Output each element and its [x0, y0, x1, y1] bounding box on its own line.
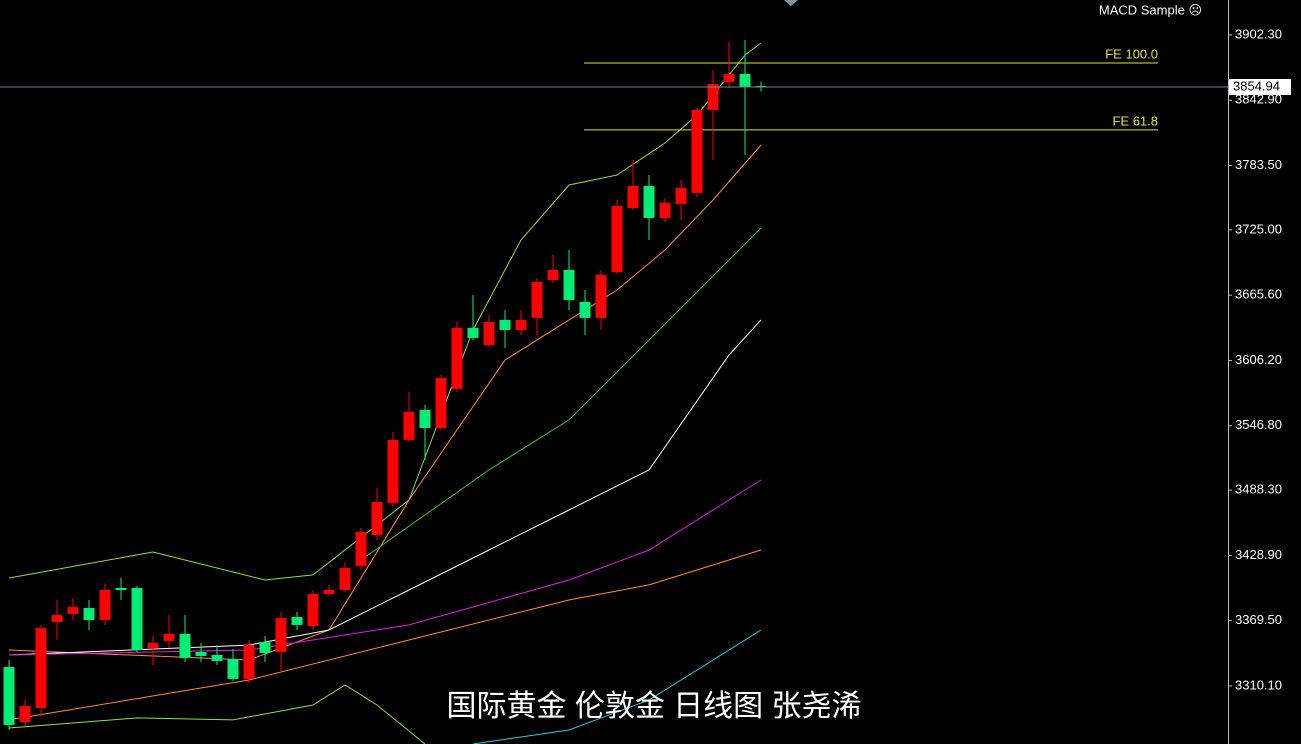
indicator-line	[472, 629, 762, 744]
candle-body	[307, 593, 319, 626]
candle-body	[243, 645, 255, 679]
candle-body	[115, 588, 127, 590]
candle-body	[611, 206, 623, 272]
y-tick-label: 3546.80	[1235, 417, 1282, 432]
candle-body	[563, 269, 575, 300]
candle-body	[515, 319, 527, 331]
candle-body	[291, 617, 303, 625]
candle-body	[339, 568, 351, 590]
candle-body	[595, 274, 607, 318]
candle-body	[739, 73, 751, 87]
candle-body	[387, 439, 399, 503]
y-tick-label: 3725.00	[1235, 221, 1282, 236]
candle-body	[723, 73, 735, 83]
candle-body	[67, 606, 79, 614]
indicator-line	[8, 144, 762, 661]
candle-body	[275, 617, 287, 652]
candle-body	[483, 321, 495, 345]
y-tick-label: 3428.90	[1235, 547, 1282, 562]
candle-body	[707, 83, 719, 110]
candle-body	[627, 186, 639, 208]
candle-body	[355, 531, 367, 566]
candle-body	[691, 109, 703, 193]
candle-body	[531, 281, 543, 318]
candle-body	[131, 588, 143, 651]
candle-body	[3, 666, 15, 725]
candle-body	[451, 327, 463, 389]
y-tick-label: 3369.50	[1235, 612, 1282, 627]
candle-body	[499, 319, 511, 331]
candle-body	[35, 628, 47, 708]
candle-body	[195, 651, 207, 656]
candle-body	[211, 654, 223, 662]
candle-body	[83, 608, 95, 620]
y-tick-label: 3783.50	[1235, 157, 1282, 172]
candle-body	[643, 186, 655, 218]
plot-area: FE 100.0 FE 61.8	[3, 40, 1158, 744]
y-tick-label: 3606.20	[1235, 352, 1282, 367]
candle-body	[51, 614, 63, 622]
candle-body	[579, 301, 591, 318]
watermark: 国际黄金 伦敦金 日线图 张尧浠	[446, 690, 861, 723]
candle-body	[755, 85, 767, 88]
y-tick-label: 3488.30	[1235, 482, 1282, 497]
indicator-label: MACD Sample ☹	[1099, 2, 1202, 17]
candle-body	[547, 269, 559, 280]
y-tick-label: 3665.60	[1235, 287, 1282, 302]
indicator-line	[8, 684, 426, 744]
candle-body	[403, 412, 415, 440]
candle-body	[179, 633, 191, 659]
candle-body	[419, 409, 431, 428]
indicator-line	[360, 227, 762, 561]
last-price-label: 3854.94	[1233, 78, 1280, 93]
candle-body	[227, 659, 239, 679]
y-tick-label: 3842.90	[1235, 92, 1282, 107]
candle-body	[147, 642, 159, 649]
candle-body	[259, 642, 271, 653]
candle-body	[435, 377, 447, 428]
fibo-label: FE 61.8	[1112, 113, 1158, 128]
candle-body	[659, 202, 671, 218]
y-tick-label: 3902.30	[1235, 26, 1282, 41]
candle-body	[675, 187, 687, 204]
fibo-label: FE 100.0	[1105, 46, 1158, 61]
candle-body	[323, 589, 335, 594]
candle-body	[163, 633, 175, 641]
last-price-box	[1229, 79, 1291, 96]
shift-marker	[784, 0, 798, 6]
candle-body	[99, 589, 111, 620]
candle-body	[467, 327, 479, 338]
y-tick-label: 3310.10	[1235, 677, 1282, 692]
candle-body	[371, 501, 383, 536]
candle-body	[19, 705, 31, 723]
